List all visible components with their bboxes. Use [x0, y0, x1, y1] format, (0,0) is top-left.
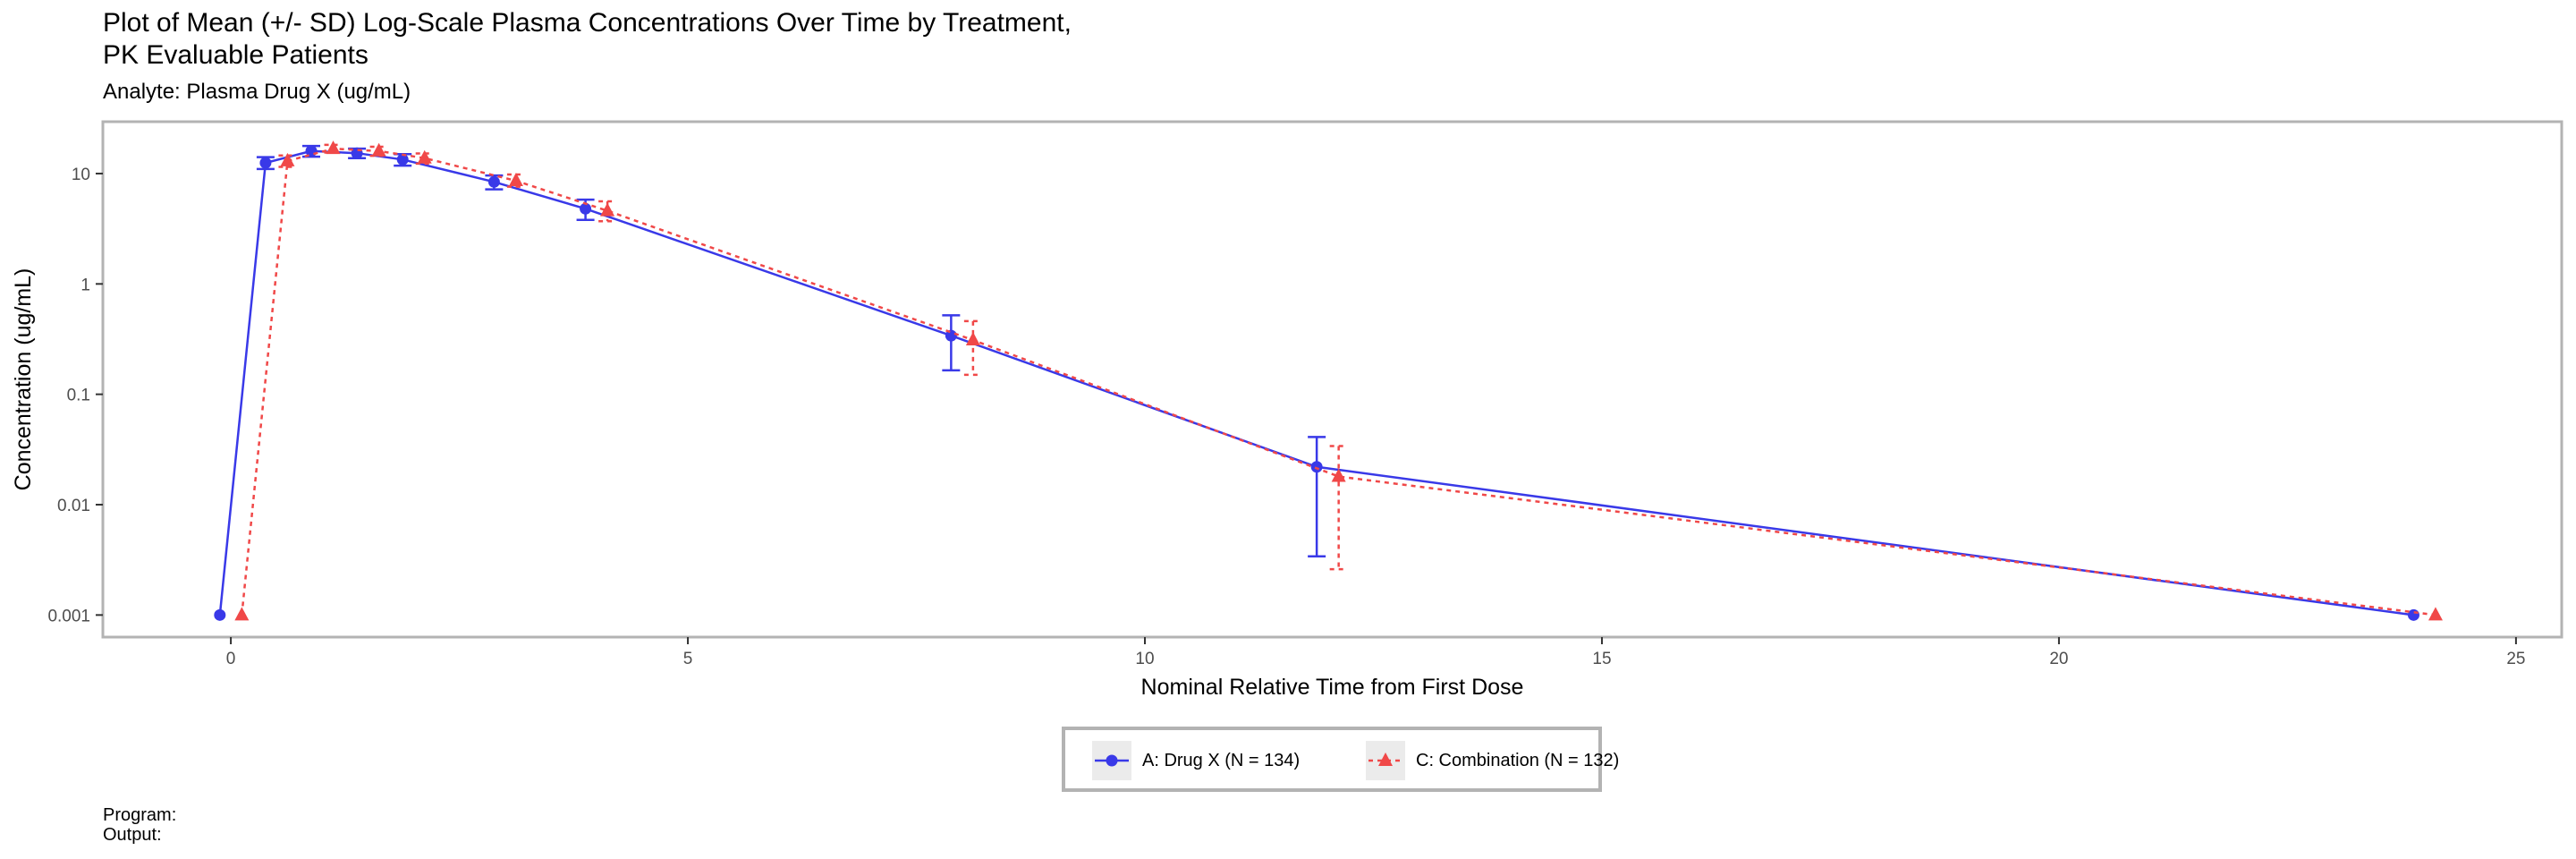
legend-label-drug-x: A: Drug X (N = 134)	[1142, 750, 1301, 770]
x-tick-label: 0	[226, 650, 236, 668]
data-point	[2428, 607, 2443, 621]
data-point	[417, 149, 432, 164]
x-tick-label: 5	[683, 650, 693, 668]
output-footnote: Output:	[103, 825, 162, 845]
x-tick-label: 15	[1592, 650, 1611, 668]
y-axis-label: Concentration (ug/mL)	[11, 268, 36, 491]
chart-title: Plot of Mean (+/- SD) Log-Scale Plasma C…	[103, 8, 1072, 70]
x-tick-label: 25	[2506, 650, 2525, 668]
x-axis-label: Nominal Relative Time from First Dose	[1141, 675, 1524, 700]
data-point	[580, 202, 592, 215]
legend-key-combination	[1366, 741, 1405, 780]
legend: A: Drug X (N = 134) C: Combination (N = …	[1062, 727, 1619, 792]
data-point	[280, 152, 295, 166]
data-point	[234, 607, 250, 621]
y-tick-label: 0.001	[47, 607, 90, 625]
legend-item-combination: C: Combination (N = 132)	[1366, 741, 1619, 780]
data-point	[1331, 468, 1346, 482]
data-point	[945, 329, 957, 342]
plot-panel-border	[101, 120, 2563, 639]
data-point	[371, 142, 386, 157]
y-tick-label: 0.1	[67, 387, 90, 405]
x-tick-label: 20	[2049, 650, 2068, 668]
data-point	[326, 140, 341, 155]
legend-item-drug-x: A: Drug X (N = 134)	[1092, 741, 1300, 780]
data-point	[1310, 461, 1323, 473]
y-tick-label: 1	[80, 276, 90, 294]
legend-key-drug-x	[1092, 741, 1131, 780]
program-footnote: Program:	[103, 805, 177, 825]
series-line-1	[241, 147, 2436, 617]
data-point	[487, 175, 500, 188]
x-tick-label: 10	[1135, 650, 1154, 668]
data-point	[259, 157, 272, 169]
data-point	[2407, 608, 2419, 621]
data-point	[214, 608, 226, 621]
y-tick-label: 10	[72, 166, 90, 184]
data-point	[396, 153, 409, 166]
legend-label-combination: C: Combination (N = 132)	[1416, 750, 1620, 770]
data-point	[965, 332, 980, 346]
data-point	[600, 202, 615, 217]
y-tick-label: 0.01	[57, 497, 90, 515]
data-point	[508, 173, 523, 187]
chart-subtitle: Analyte: Plasma Drug X (ug/mL)	[103, 80, 411, 104]
